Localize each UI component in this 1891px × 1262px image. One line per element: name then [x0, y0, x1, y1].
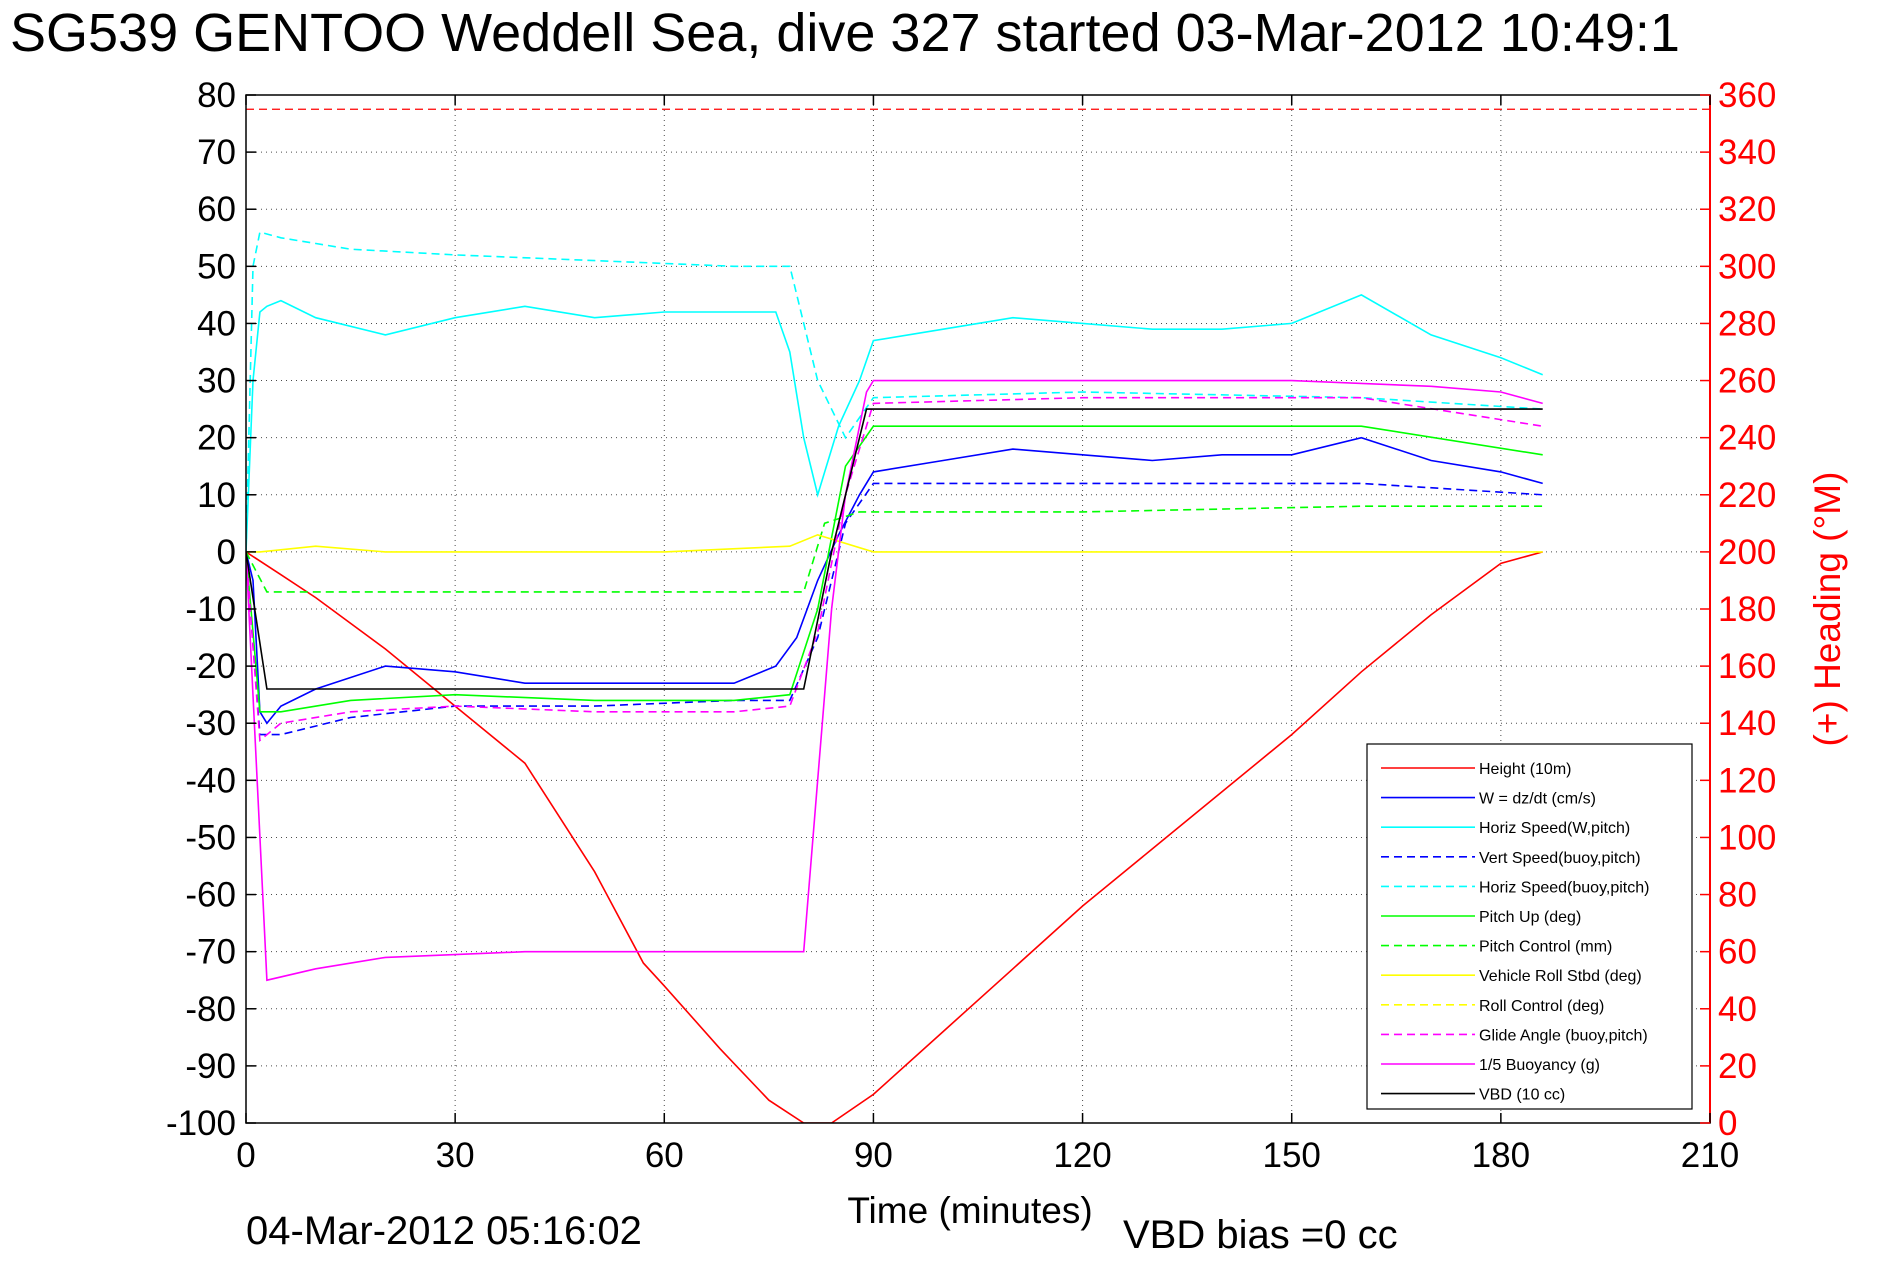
- legend-label: Horiz Speed(buoy,pitch): [1479, 879, 1649, 896]
- series-pitch-up: [246, 425, 1543, 713]
- y-tick-label: -100: [166, 1104, 236, 1143]
- legend-label: Pitch Control (mm): [1479, 939, 1612, 956]
- right-tick-label: 240: [1718, 419, 1776, 458]
- series-pitch-ctrl: [246, 505, 1543, 593]
- y-tick-label: 80: [197, 76, 236, 115]
- right-tick-label: 40: [1718, 990, 1757, 1029]
- y-tick-label: 10: [197, 476, 236, 515]
- y-tick-label: -70: [185, 933, 236, 972]
- right-tick-label: 200: [1718, 533, 1776, 572]
- legend-label: Vert Speed(buoy,pitch): [1479, 850, 1641, 867]
- series-height: [246, 551, 1543, 1123]
- x-tick-label: 150: [1263, 1136, 1321, 1175]
- right-tick-label: 0: [1718, 1104, 1737, 1143]
- x-tick-label: 90: [854, 1136, 893, 1175]
- right-tick-label: 160: [1718, 647, 1776, 686]
- series-buoyancy: [246, 379, 1543, 982]
- x-tick-label: 210: [1681, 1136, 1739, 1175]
- right-tick-label: 220: [1718, 476, 1776, 515]
- right-tick-label: 120: [1718, 761, 1776, 800]
- x-tick-label: 60: [645, 1136, 684, 1175]
- legend-label: Glide Angle (buoy,pitch): [1479, 1027, 1648, 1044]
- plot-title: SG539 GENTOO Weddell Sea, dive 327 start…: [10, 3, 1680, 63]
- legend-box: [1366, 743, 1693, 1110]
- right-tick-label: 180: [1718, 590, 1776, 629]
- y-tick-label: 50: [197, 247, 236, 286]
- y-tick-label: -50: [185, 818, 236, 857]
- right-tick-label: 20: [1718, 1047, 1757, 1086]
- series-vert-buoy: [246, 482, 1543, 736]
- legend-label: Roll Control (deg): [1479, 998, 1604, 1015]
- right-tick-label: 260: [1718, 362, 1776, 401]
- right-tick-label: 280: [1718, 304, 1776, 343]
- series-horiz-w: [246, 294, 1544, 552]
- y-tick-label: 40: [197, 304, 236, 343]
- right-tick-label: 340: [1718, 133, 1776, 172]
- x-tick-label: 0: [236, 1136, 255, 1175]
- series-layer: [246, 108, 1710, 1123]
- right-tick-label: 60: [1718, 933, 1757, 972]
- legend-label: VBD (10 cc): [1479, 1087, 1565, 1104]
- legend-label: Pitch Up (deg): [1479, 909, 1581, 926]
- right-tick-label: 360: [1718, 76, 1776, 115]
- series-horiz-buoy: [246, 231, 1543, 552]
- footer-timestamp: 04-Mar-2012 05:16:02: [246, 1209, 642, 1253]
- y-tick-label: -30: [185, 704, 236, 743]
- legend-label: Horiz Speed(W,pitch): [1479, 820, 1630, 837]
- x-tick-label: 30: [436, 1136, 475, 1175]
- y-tick-label: 60: [197, 190, 236, 229]
- legend: Height (10m) W = dz/dt (cm/s) Horiz Speed(…: [1366, 743, 1693, 1110]
- legend-label: Vehicle Roll Stbd (deg): [1479, 968, 1642, 985]
- series-roll: [246, 533, 1543, 553]
- y-tick-label: -20: [185, 647, 236, 686]
- y-tick-label: 20: [197, 419, 236, 458]
- series-glide: [246, 396, 1543, 742]
- right-tick-label: 300: [1718, 247, 1776, 286]
- legend-label: Height (10m): [1479, 761, 1571, 778]
- y-tick-label: 0: [217, 533, 236, 572]
- series-vert-w: [246, 436, 1543, 725]
- right-tick-label: 140: [1718, 704, 1776, 743]
- right-axis-label: (+) Heading (°M): [1807, 472, 1848, 747]
- axes: 0 30 60 90 120 150 180 21080706050403020100-10-…: [166, 76, 1776, 1175]
- footer-vbd-bias: VBD bias =0 cc: [1123, 1213, 1398, 1257]
- right-tick-label: 100: [1718, 818, 1776, 857]
- y-tick-label: -80: [185, 990, 236, 1029]
- y-tick-label: 30: [197, 362, 236, 401]
- y-tick-label: -60: [185, 876, 236, 915]
- legend-label: W = dz/dt (cm/s): [1479, 791, 1596, 808]
- x-tick-label: 180: [1472, 1136, 1530, 1175]
- y-tick-label: -90: [185, 1047, 236, 1086]
- x-axis-label: Time (minutes): [847, 1190, 1092, 1231]
- right-tick-label: 320: [1718, 190, 1776, 229]
- y-tick-label: -10: [185, 590, 236, 629]
- legend-label: 1/5 Buoyancy (g): [1479, 1057, 1600, 1074]
- right-tick-label: 80: [1718, 876, 1757, 915]
- y-tick-label: 70: [197, 133, 236, 172]
- y-tick-label: -40: [185, 761, 236, 800]
- x-tick-label: 120: [1053, 1136, 1111, 1175]
- series-vbd: [246, 408, 1543, 690]
